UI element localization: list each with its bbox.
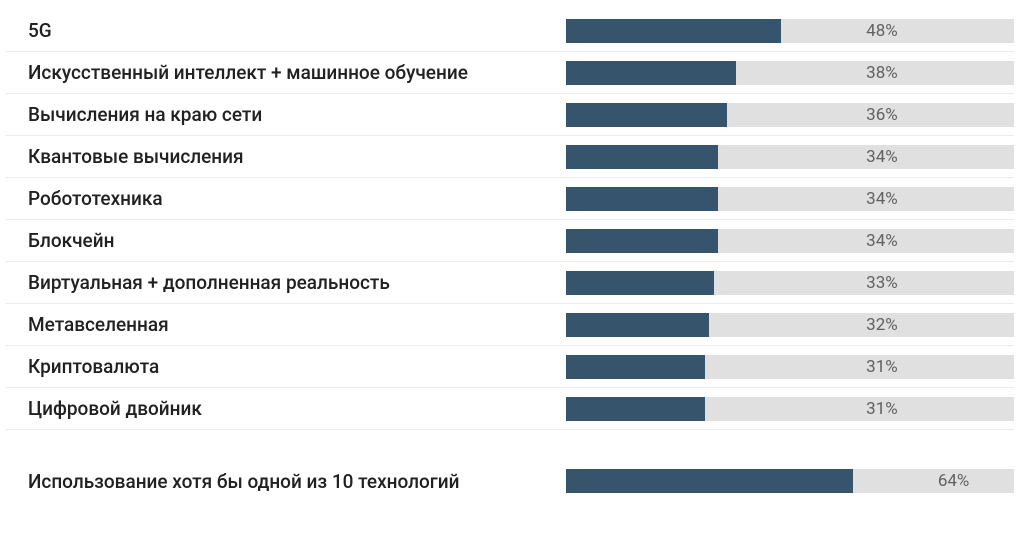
bar-fill [566,19,781,43]
bar-fill [566,469,853,493]
bar-area: 38% [566,61,1014,85]
bar-area: 34% [566,187,1014,211]
bar-area: 34% [566,229,1014,253]
chart-row: Цифровой двойник 31% [6,388,1014,430]
bar-area: 48% [566,19,1014,43]
bar-value: 36% [866,105,898,125]
chart-row: Блокчейн 34% [6,220,1014,262]
row-label: Метавселенная [6,313,566,336]
bar-area: 33% [566,271,1014,295]
bar-area: 31% [566,355,1014,379]
bar-fill [566,229,718,253]
row-label: Робототехника [6,187,566,210]
bar-fill [566,61,736,85]
bar-value: 64% [938,471,970,491]
row-label: Криптовалюта [6,355,566,378]
bar-fill [566,145,718,169]
chart-row: Криптовалюта 31% [6,346,1014,388]
bar-fill [566,103,727,127]
bar-value: 32% [866,315,898,335]
chart-row: Робототехника 34% [6,178,1014,220]
bar-fill [566,355,705,379]
bar-value: 31% [866,357,898,377]
row-label: Цифровой двойник [6,397,566,420]
row-label: Виртуальная + дополненная реальность [6,271,566,294]
chart-row: Искусственный интеллект + машинное обуче… [6,52,1014,94]
chart-row: Квантовые вычисления 34% [6,136,1014,178]
bar-area: 36% [566,103,1014,127]
row-label: Вычисления на краю сети [6,103,566,126]
bar-value: 48% [866,21,898,41]
row-label: Использование хотя бы одной из 10 технол… [6,470,566,493]
bar-fill [566,397,705,421]
bar-fill [566,271,714,295]
bar-area: 32% [566,313,1014,337]
bar-value: 38% [866,63,898,83]
bar-value: 31% [866,399,898,419]
chart-row: Метавселенная 32% [6,304,1014,346]
bar-area: 31% [566,397,1014,421]
bar-value: 34% [866,231,898,251]
chart-row: Виртуальная + дополненная реальность 33% [6,262,1014,304]
bar-area: 34% [566,145,1014,169]
bar-fill [566,187,718,211]
row-label: Искусственный интеллект + машинное обуче… [6,61,566,84]
bar-value: 33% [866,273,898,293]
bar-chart: 5G 48% Искусственный интеллект + машинное … [6,10,1014,504]
bar-area: 64% [566,469,1014,493]
bar-fill [566,313,709,337]
summary-row: Использование хотя бы одной из 10 технол… [6,458,1014,504]
row-label: Квантовые вычисления [6,145,566,168]
row-label: Блокчейн [6,229,566,252]
chart-row: Вычисления на краю сети 36% [6,94,1014,136]
chart-row: 5G 48% [6,10,1014,52]
bar-value: 34% [866,147,898,167]
row-label: 5G [6,19,566,42]
bar-value: 34% [866,189,898,209]
